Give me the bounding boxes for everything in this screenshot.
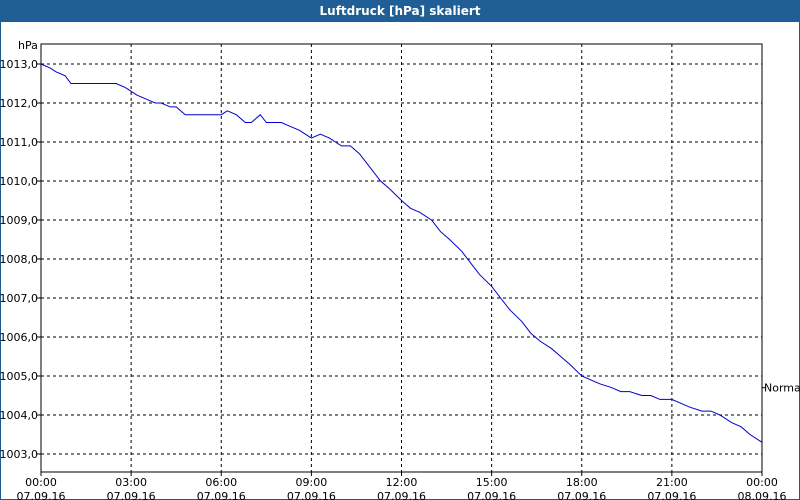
x-tick-time-label: 00:00 — [746, 476, 778, 489]
x-tick-time-label: 00:00 — [25, 476, 57, 489]
x-tick-time-label: 06:00 — [205, 476, 237, 489]
grid — [41, 44, 762, 472]
x-tick-time-label: 15:00 — [476, 476, 508, 489]
normal-reference-label: Normal — [764, 382, 800, 395]
x-tick-date-label: 07.09.16 — [17, 490, 66, 500]
plot-border — [40, 43, 763, 473]
pressure-series-line — [40, 63, 763, 443]
x-axis-ticks: 00:0007.09.1603:0007.09.1606:0007.09.160… — [17, 472, 787, 500]
x-tick-time-label: 03:00 — [115, 476, 147, 489]
x-tick-date-label: 07.09.16 — [287, 490, 336, 500]
y-axis-unit-label: hPa — [18, 39, 38, 52]
x-tick-date-label: 07.09.16 — [197, 490, 246, 500]
y-tick-label: 1006,0 — [0, 331, 38, 344]
x-tick-date-label: 07.09.16 — [647, 490, 696, 500]
y-tick-label: 1013,0 — [0, 58, 38, 71]
x-tick-date-label: 07.09.16 — [107, 490, 156, 500]
y-axis-ticks: hPa 1013,0 1012,0 1011,0 1010,0 1009,0 1008,0 1… — [0, 39, 41, 461]
y-tick-label: 1005,0 — [0, 370, 38, 383]
x-tick-date-label: 07.09.16 — [467, 490, 516, 500]
legend-layer: Normal — [762, 382, 800, 395]
x-tick-date-label: 07.09.16 — [377, 490, 426, 500]
x-tick-time-label: 18:00 — [566, 476, 598, 489]
y-tick-label: 1008,0 — [0, 253, 38, 266]
y-tick-label: 1004,0 — [0, 409, 38, 422]
series-layer — [40, 63, 763, 443]
y-tick-label: 1010,0 — [0, 175, 38, 188]
x-tick-date-label: 08.09.16 — [738, 490, 787, 500]
x-tick-time-label: 12:00 — [386, 476, 418, 489]
window-title: Luftdruck [hPa] skaliert — [0, 0, 800, 22]
y-tick-label: 1009,0 — [0, 214, 38, 227]
x-tick-time-label: 09:00 — [296, 476, 328, 489]
y-tick-label: 1007,0 — [0, 292, 38, 305]
pressure-line-chart: hPa 1013,0 1012,0 1011,0 1010,0 1009,0 1008,0 1… — [0, 39, 800, 500]
plot-area-frame — [40, 43, 763, 473]
y-tick-label: 1012,0 — [0, 97, 38, 110]
y-tick-label: 1003,0 — [0, 448, 38, 461]
x-tick-time-label: 21:00 — [656, 476, 688, 489]
x-tick-date-label: 07.09.16 — [557, 490, 606, 500]
y-tick-label: 1011,0 — [0, 136, 38, 149]
